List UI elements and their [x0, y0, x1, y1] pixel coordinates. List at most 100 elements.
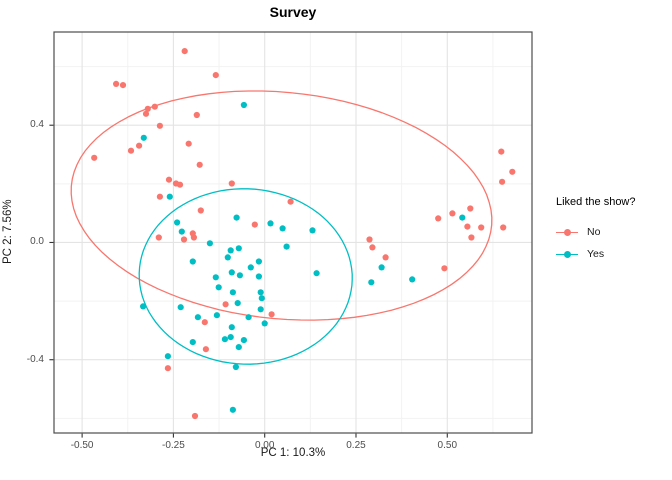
y-tick-label: -0.4	[26, 353, 44, 365]
point-no	[113, 80, 120, 87]
point-yes	[221, 336, 228, 343]
x-axis-title: PC 1: 10.3%	[260, 447, 326, 459]
point-yes	[313, 270, 320, 277]
x-tick-label: 0.25	[346, 440, 366, 451]
y-tick-label: 0.0	[30, 236, 44, 248]
point-no	[136, 142, 143, 149]
point-no	[176, 181, 184, 188]
point-no	[251, 221, 258, 228]
point-yes	[459, 214, 466, 221]
point-yes	[309, 227, 316, 234]
x-tick-label: -0.25	[162, 440, 185, 451]
point-yes	[261, 320, 268, 327]
point-yes	[236, 272, 243, 279]
point-no	[127, 147, 135, 154]
point-yes	[224, 254, 231, 261]
point-yes	[228, 269, 235, 276]
legend-title: Liked the show?	[556, 196, 636, 208]
point-yes	[235, 245, 242, 252]
point-no	[441, 265, 448, 272]
point-yes	[166, 193, 173, 200]
point-yes	[245, 314, 252, 321]
point-yes	[409, 276, 416, 283]
point-no	[369, 244, 376, 251]
point-no	[202, 346, 209, 353]
point-no	[435, 215, 442, 222]
point-no	[498, 148, 505, 155]
point-no	[499, 178, 506, 185]
point-no	[464, 223, 471, 230]
point-yes	[189, 339, 196, 346]
point-yes	[178, 228, 185, 235]
legend-label-no: No	[587, 226, 601, 238]
point-no	[467, 205, 474, 212]
legend-key-yes	[556, 247, 578, 261]
point-yes	[140, 303, 147, 310]
ellipse-no	[70, 90, 493, 321]
point-no	[478, 224, 485, 231]
point-yes	[257, 289, 264, 296]
panel-background	[54, 32, 532, 433]
point-no	[119, 82, 127, 89]
point-yes	[212, 274, 219, 281]
panel-border	[53, 31, 533, 434]
point-yes	[267, 220, 274, 227]
point-yes	[368, 279, 375, 286]
point-no	[196, 161, 203, 168]
point-no	[197, 207, 204, 214]
point-yes	[206, 240, 213, 247]
point-yes	[258, 295, 265, 302]
point-no	[212, 72, 219, 79]
legend-label-yes: Yes	[587, 248, 605, 260]
point-no	[509, 168, 516, 175]
point-no	[366, 236, 373, 243]
point-yes	[234, 300, 241, 307]
ellipse-yes	[138, 188, 353, 365]
point-yes	[279, 225, 286, 232]
x-tick-label: -0.50	[70, 440, 94, 451]
point-no	[91, 154, 98, 161]
point-no	[268, 311, 275, 318]
x-tick-label: 0.50	[437, 440, 458, 451]
point-no	[193, 111, 200, 119]
point-no	[222, 301, 229, 308]
point-yes	[255, 273, 262, 280]
point-no	[156, 193, 163, 200]
point-no	[144, 105, 151, 112]
point-yes	[240, 101, 247, 109]
point-yes	[140, 134, 147, 141]
legend-key-no	[556, 225, 578, 239]
point-no	[228, 180, 235, 187]
point-yes	[283, 243, 290, 250]
point-yes	[232, 363, 239, 371]
point-no	[185, 140, 192, 147]
x-tick-label: 0.00	[254, 440, 275, 451]
point-yes	[229, 406, 236, 413]
point-no	[190, 234, 197, 241]
point-no	[201, 319, 208, 326]
point-no	[468, 234, 475, 241]
point-no	[142, 110, 150, 117]
point-no	[151, 103, 158, 110]
point-no	[449, 210, 456, 217]
point-no	[165, 176, 173, 183]
point-yes	[247, 264, 254, 271]
point-no	[164, 365, 171, 372]
point-yes	[164, 353, 171, 360]
point-no	[181, 48, 188, 55]
point-yes	[378, 264, 385, 271]
point-no	[155, 234, 162, 241]
point-no	[180, 236, 188, 243]
point-yes	[255, 258, 262, 265]
point-yes	[215, 284, 222, 291]
point-yes	[240, 337, 247, 344]
legend-point-icon	[563, 228, 571, 236]
point-yes	[257, 306, 264, 313]
point-yes	[213, 312, 220, 319]
point-yes	[228, 324, 235, 331]
point-yes	[174, 219, 181, 226]
point-yes	[189, 258, 196, 265]
y-tick-label: 0.4	[30, 119, 44, 131]
